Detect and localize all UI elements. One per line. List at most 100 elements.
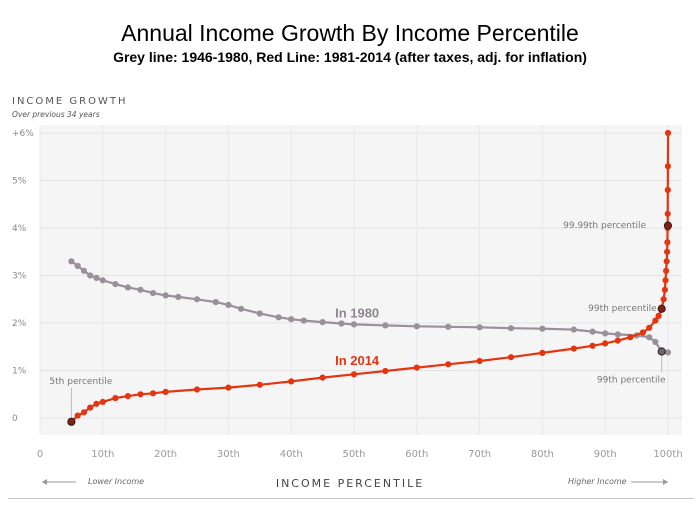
series-point-in-1980 — [80, 267, 88, 274]
series-point-in-1980 — [589, 328, 596, 335]
series-point-in-2014 — [664, 186, 671, 194]
y-tick-label-1: 1% — [12, 367, 27, 377]
series-point-in-1980 — [445, 323, 452, 330]
series-point-in-1980 — [664, 349, 672, 356]
series-label-in-1980: In 1980 — [335, 305, 379, 320]
series-point-in-2014 — [539, 349, 546, 356]
series-point-in-1980 — [614, 331, 621, 338]
series-point-in-1980 — [68, 258, 75, 265]
series-point-in-2014 — [639, 329, 647, 336]
x-tick-label-40: 40th — [280, 449, 303, 460]
y-tick-label-5: 5% — [12, 177, 27, 187]
annotation-label-99-99th-percentile: 99.99th percentile — [563, 221, 646, 231]
series-point-in-1980 — [646, 334, 653, 341]
y-tick-label-6: +6% — [12, 129, 34, 139]
series-point-in-2014 — [445, 361, 452, 368]
series-point-in-2014 — [655, 312, 662, 319]
plot-area-background — [40, 125, 682, 435]
y-tick-label-4: 4% — [12, 224, 27, 234]
series-line-in-2014 — [70, 132, 670, 423]
series-point-in-1980 — [237, 305, 245, 312]
x-tick-label-100: 100th — [653, 449, 682, 460]
series-point-in-1980 — [225, 301, 232, 308]
x-tick-label-30: 30th — [217, 449, 240, 460]
series-point-in-1980 — [602, 330, 609, 337]
series-point-in-2014 — [256, 381, 263, 388]
series-point-in-1980 — [476, 324, 483, 331]
series-point-in-2014 — [87, 404, 94, 411]
series-point-in-1980 — [112, 281, 119, 288]
series-point-in-2014 — [80, 409, 88, 416]
series-point-in-1980 — [87, 272, 94, 279]
series-point-in-1980 — [162, 292, 169, 299]
series-point-in-1980 — [652, 338, 659, 346]
x-tick-label-50: 50th — [343, 449, 366, 460]
series-point-in-2014 — [225, 384, 232, 391]
series-point-in-2014 — [74, 412, 81, 419]
series-point-in-1980 — [149, 290, 157, 297]
x-tick-label-80: 80th — [531, 449, 554, 460]
x-axis-higher-income-hint: Higher Income — [568, 477, 627, 486]
series-point-in-2014 — [602, 340, 609, 347]
x-axis-title: INCOME PERCENTILE — [275, 477, 425, 490]
series-point-in-2014 — [476, 357, 483, 365]
series-point-in-2014 — [646, 324, 653, 331]
series-point-in-2014 — [652, 317, 659, 324]
x-tick-label-0: 0 — [37, 449, 43, 460]
series-point-in-2014 — [137, 391, 144, 398]
annotation-marker-99th-percentile — [657, 347, 666, 356]
y-tick-label-2: 2% — [12, 319, 27, 329]
series-point-in-2014 — [124, 393, 131, 400]
series-point-in-2014 — [664, 248, 671, 255]
y-tick-label-0: 0 — [12, 414, 18, 424]
series-point-in-2014 — [661, 286, 669, 293]
annotation-label-99th-percentile: 99th percentile — [588, 304, 657, 314]
series-point-in-1980 — [507, 325, 515, 332]
y-axis-subtitle: Over previous 34 years — [12, 110, 100, 119]
series-point-in-2014 — [664, 239, 671, 246]
series-point-in-2014 — [663, 267, 670, 274]
series-point-in-2014 — [660, 296, 667, 303]
series-point-in-2014 — [662, 277, 669, 284]
chart-title: Annual Income Growth By Income Percentil… — [121, 20, 579, 46]
x-axis-lower-income-hint: Lower Income — [88, 477, 145, 486]
series-point-in-2014 — [99, 398, 106, 405]
series-point-in-2014 — [413, 364, 420, 371]
lower-income-arrow-head — [42, 479, 47, 485]
x-tick-label-20: 20th — [154, 449, 177, 460]
bottom-divider — [8, 498, 694, 499]
series-point-in-1980 — [338, 320, 345, 327]
series-point-in-1980 — [99, 277, 106, 284]
annotation-label-99th-percentile: 99th percentile — [597, 375, 666, 385]
series-point-in-2014 — [288, 378, 295, 385]
series-point-in-2014 — [112, 395, 119, 402]
series-point-in-2014 — [350, 371, 358, 378]
series-point-in-1980 — [212, 299, 219, 306]
series-point-in-1980 — [275, 314, 282, 321]
series-point-in-1980 — [124, 284, 131, 291]
series-point-in-2014 — [663, 258, 670, 265]
chart-subtitle: Grey line: 1946-1980, Red Line: 1981-201… — [113, 49, 587, 65]
series-point-in-1980 — [539, 325, 546, 332]
series-point-in-2014 — [149, 390, 157, 397]
series-point-in-2014 — [570, 345, 577, 352]
series-point-in-2014 — [664, 210, 671, 217]
series-point-in-1980 — [382, 322, 389, 329]
series-point-in-1980 — [256, 310, 263, 317]
series-point-in-1980 — [175, 293, 182, 300]
higher-income-arrow-head — [663, 479, 668, 485]
series-point-in-2014 — [627, 334, 634, 341]
series-point-in-2014 — [664, 163, 672, 170]
series-point-in-1980 — [288, 316, 295, 323]
series-point-in-2014 — [193, 386, 201, 393]
annotation-marker-99-99th-percentile — [663, 221, 673, 230]
y-tick-label-3: 3% — [12, 272, 27, 282]
series-point-in-1980 — [137, 286, 144, 293]
series-point-in-2014 — [664, 129, 672, 137]
series-label-in-2014: In 2014 — [335, 353, 380, 368]
series-point-in-2014 — [507, 354, 515, 361]
series-point-in-1980 — [93, 274, 100, 281]
series-point-in-1980 — [193, 296, 201, 303]
x-tick-label-90: 90th — [594, 449, 617, 460]
